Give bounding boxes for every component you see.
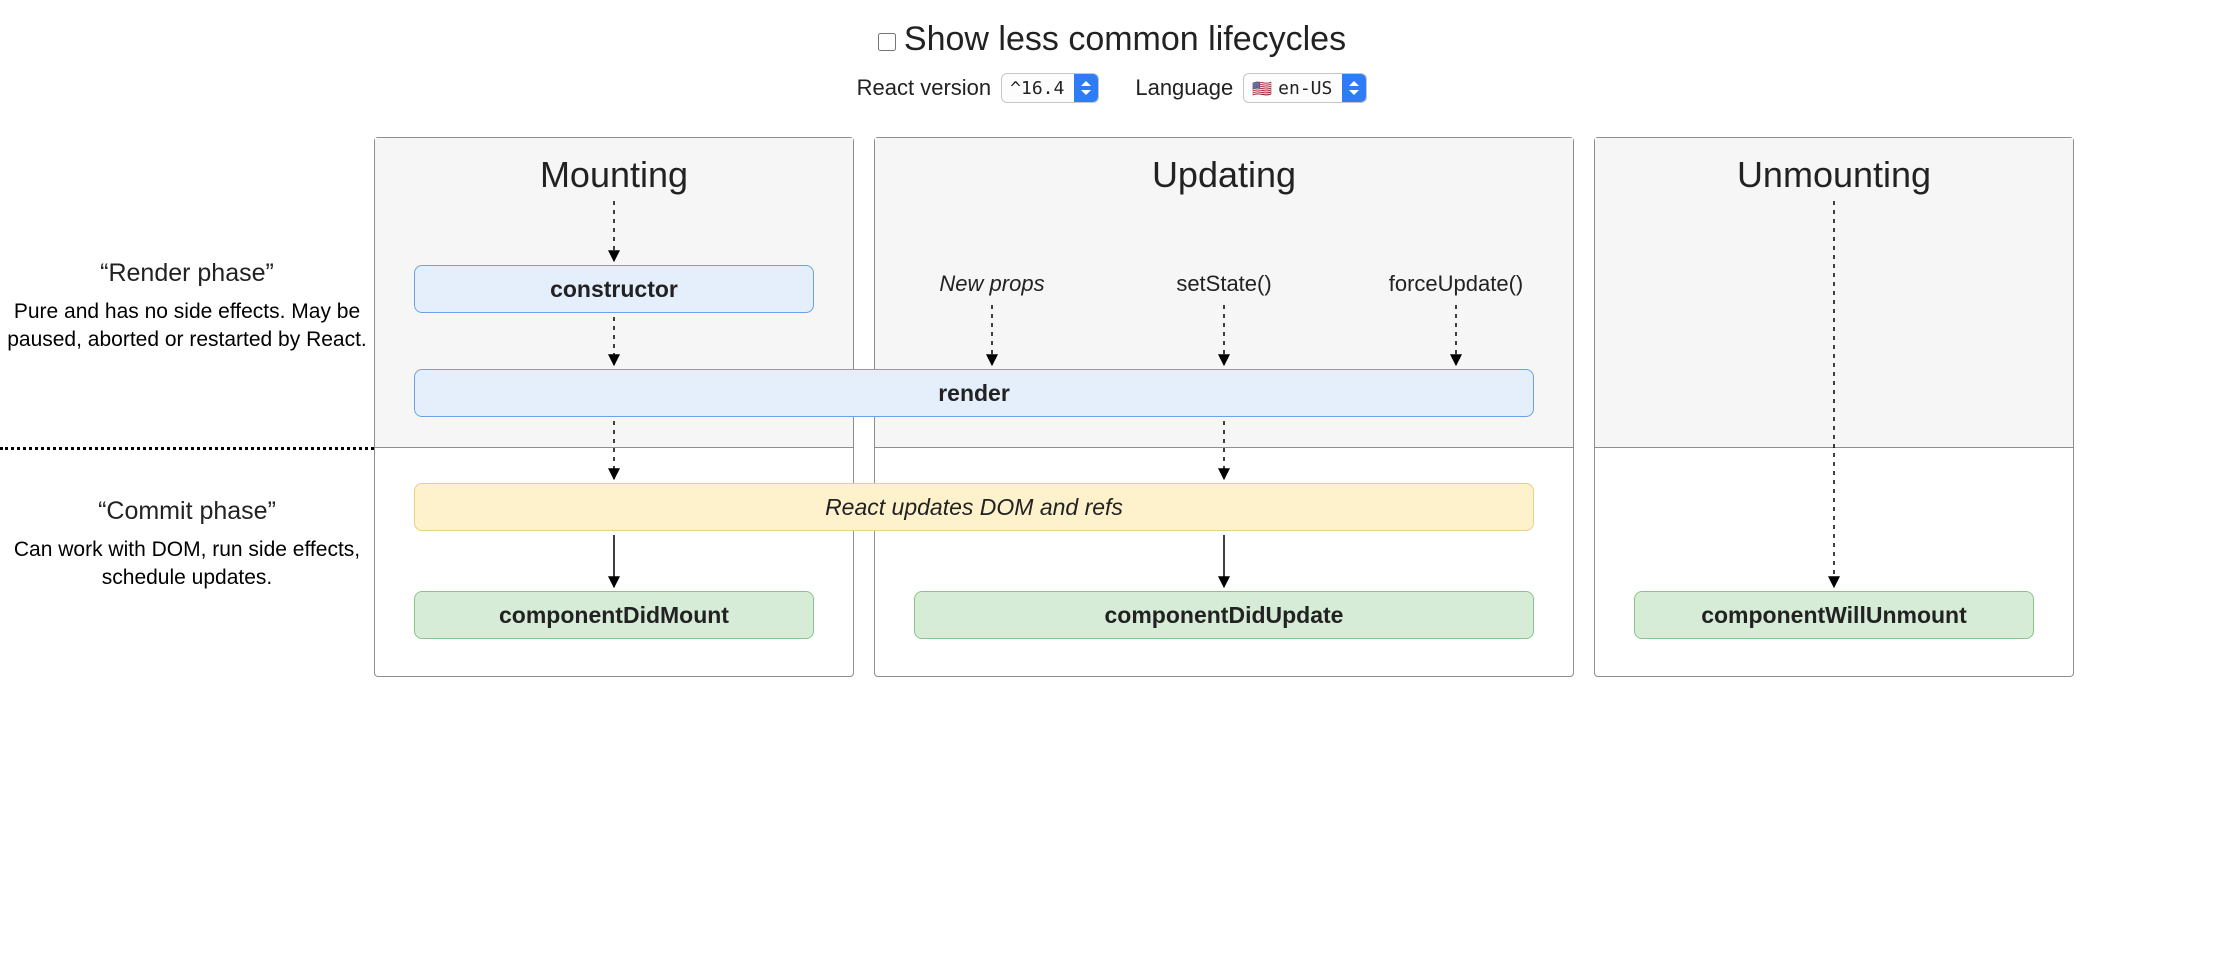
version-select-group: React version ^16.4 bbox=[857, 73, 1100, 103]
box-dom-refs-label: React updates DOM and refs bbox=[825, 494, 1123, 521]
phase-render-title: “Render phase” bbox=[0, 259, 374, 288]
toggle-less-common-checkbox[interactable] bbox=[878, 33, 896, 51]
stage-mounting-title: Mounting bbox=[375, 154, 853, 196]
language-code: en-US bbox=[1278, 78, 1332, 99]
box-componentwillunmount[interactable]: componentWillUnmount bbox=[1634, 591, 2034, 639]
version-select[interactable]: ^16.4 bbox=[1001, 73, 1099, 103]
phase-commit-label: “Commit phase” Can work with DOM, run si… bbox=[0, 497, 374, 593]
language-label: Language bbox=[1135, 75, 1233, 101]
version-select-value: ^16.4 bbox=[1002, 74, 1074, 102]
language-select-group: Language 🇺🇸 en-US bbox=[1135, 73, 1367, 103]
select-arrows-icon bbox=[1342, 74, 1366, 102]
select-arrows-icon bbox=[1074, 74, 1098, 102]
language-select[interactable]: 🇺🇸 en-US bbox=[1243, 73, 1367, 103]
stages: Mounting Updating Unmounting constructor… bbox=[374, 137, 2112, 877]
box-didupdate-label: componentDidUpdate bbox=[1105, 602, 1344, 629]
lifecycle-diagram: “Render phase” Pure and has no side effe… bbox=[0, 137, 2112, 877]
box-didmount-label: componentDidMount bbox=[499, 602, 729, 629]
box-constructor-label: constructor bbox=[550, 276, 678, 303]
box-componentdidupdate[interactable]: componentDidUpdate bbox=[914, 591, 1534, 639]
trigger-forceupdate: forceUpdate() bbox=[1371, 271, 1541, 297]
toggle-less-common-label: Show less common lifecycles bbox=[904, 20, 1346, 59]
box-willunmount-label: componentWillUnmount bbox=[1701, 602, 1967, 629]
trigger-setstate: setState() bbox=[1139, 271, 1309, 297]
controls-bar: Show less common lifecycles React versio… bbox=[0, 0, 2224, 103]
phase-render-label: “Render phase” Pure and has no side effe… bbox=[0, 259, 374, 355]
trigger-new-props: New props bbox=[907, 271, 1077, 297]
box-componentdidmount[interactable]: componentDidMount bbox=[414, 591, 814, 639]
stage-unmounting-title: Unmounting bbox=[1595, 154, 2073, 196]
box-constructor[interactable]: constructor bbox=[414, 265, 814, 313]
phase-commit-title: “Commit phase” bbox=[0, 497, 374, 526]
phase-commit-desc: Can work with DOM, run side effects, sch… bbox=[0, 536, 374, 593]
box-render-label: render bbox=[938, 380, 1010, 407]
box-dom-refs: React updates DOM and refs bbox=[414, 483, 1534, 531]
version-label: React version bbox=[857, 75, 992, 101]
phase-divider bbox=[0, 447, 374, 450]
flag-icon: 🇺🇸 bbox=[1252, 79, 1272, 98]
toggle-less-common[interactable]: Show less common lifecycles bbox=[878, 20, 1346, 59]
selects-row: React version ^16.4 Language 🇺🇸 en-US bbox=[0, 73, 2224, 103]
phase-render-desc: Pure and has no side effects. May be pau… bbox=[0, 298, 374, 355]
language-select-value: 🇺🇸 en-US bbox=[1244, 74, 1342, 102]
stage-updating-title: Updating bbox=[875, 154, 1573, 196]
box-render[interactable]: render bbox=[414, 369, 1534, 417]
